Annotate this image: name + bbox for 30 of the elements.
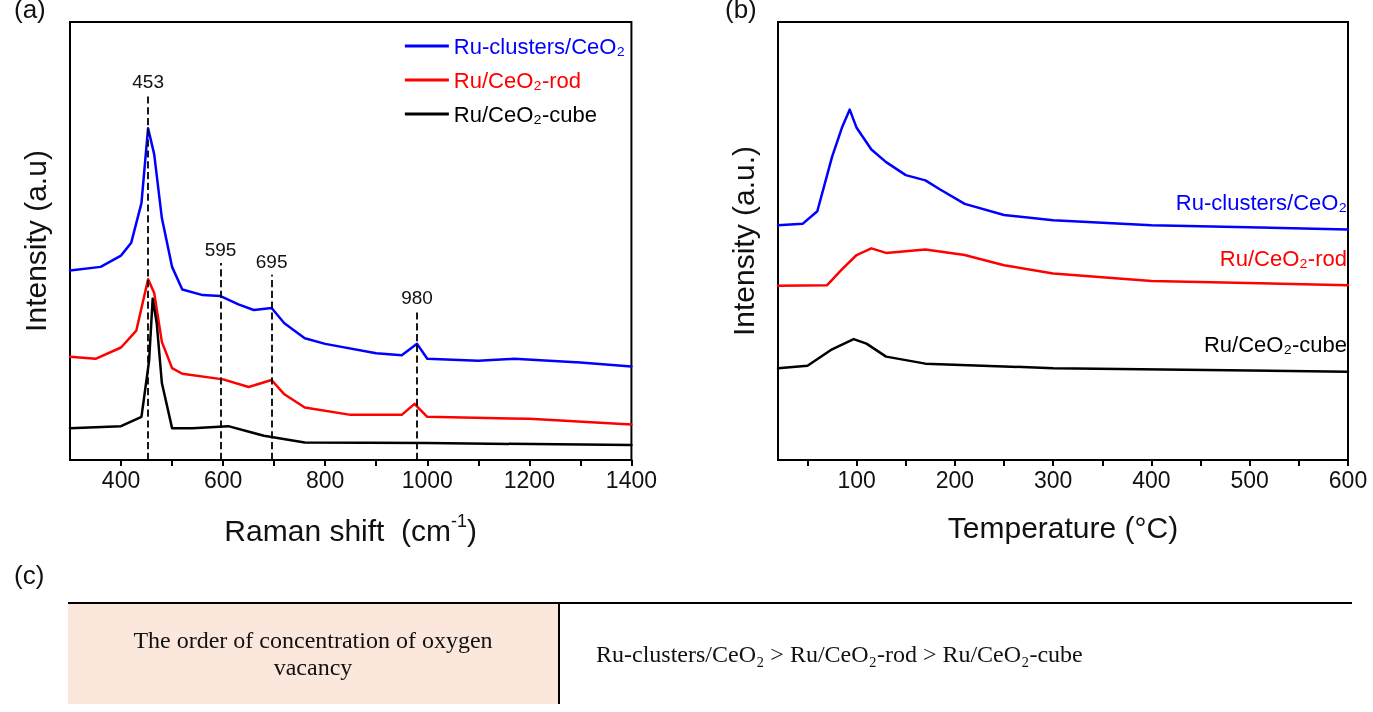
x-tick-label: 400 [1132, 466, 1171, 493]
x-tick-label: 1000 [401, 466, 453, 493]
ref-line-label: 695 [255, 250, 288, 272]
legend-label: Ru/CeO₂-rod [453, 67, 582, 93]
x-tick-label: 400 [101, 466, 141, 493]
text: Ru-clusters/CeO₂ > Ru/CeO₂-rod > Ru/CeO₂-cube [595, 639, 1084, 669]
text: (c) [14, 560, 45, 591]
x-tick-label: 100 [837, 466, 876, 493]
text: The order of concentration of oxygen vacancy [68, 603, 559, 704]
ref-line-label: 595 [204, 238, 237, 260]
ref-line-label: 980 [401, 286, 433, 308]
y-axis-title: Intensity (a.u) [18, 150, 52, 332]
x-axis-title: Temperature (°C) [947, 510, 1179, 544]
x-tick-label: 300 [1033, 466, 1073, 493]
chart-title: (b) [725, 0, 757, 25]
ref-line-label: 453 [132, 71, 164, 92]
series-label: Ru/CeO₂-cube [1203, 332, 1347, 358]
x-tick-label: 800 [306, 466, 345, 493]
x-tick-label: 1400 [605, 466, 657, 493]
x-tick-label: 1200 [503, 466, 555, 493]
series-label: Ru-clusters/CeO₂ [1175, 189, 1347, 215]
series-label: Ru/CeO₂-rod [1219, 245, 1347, 271]
legend-label: Ru/CeO₂-cube [453, 101, 597, 127]
x-tick-label: 500 [1230, 466, 1269, 493]
legend-label: Ru-clusters/CeO₂ [453, 33, 626, 59]
chart-title: (a) [14, 0, 46, 25]
x-tick-label: 600 [1328, 466, 1368, 493]
y-axis-title: Intensity (a.u.) [726, 145, 760, 337]
x-tick-label: 600 [203, 466, 243, 493]
x-tick-label: 200 [935, 466, 975, 493]
